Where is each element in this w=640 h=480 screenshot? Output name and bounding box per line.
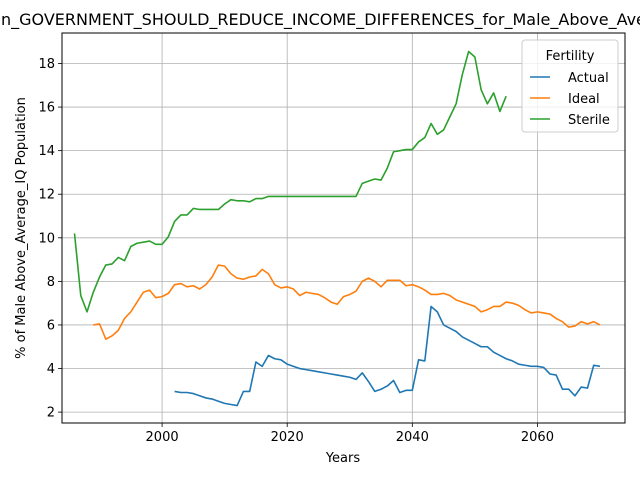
y-tick-label: 8 bbox=[47, 275, 55, 290]
plot-frame bbox=[61, 32, 626, 424]
x-tick-label: 2020 bbox=[271, 430, 304, 445]
legend-title: Fertility bbox=[546, 49, 595, 64]
y-tick-label: 4 bbox=[47, 362, 55, 377]
legend-label-actual: Actual bbox=[568, 71, 609, 86]
series-line-sterile bbox=[73, 50, 507, 313]
grid-layer bbox=[62, 33, 625, 423]
legend-label-sterile: Sterile bbox=[568, 113, 610, 128]
y-tick-label: 10 bbox=[38, 231, 55, 246]
y-tick-label: 14 bbox=[38, 144, 55, 159]
y-tick-label: 6 bbox=[47, 318, 55, 333]
legend-label-ideal: Ideal bbox=[568, 92, 600, 107]
x-tick-label: 2060 bbox=[521, 430, 554, 445]
x-axis-label: Years bbox=[325, 451, 361, 466]
x-tick-label: 2040 bbox=[396, 430, 429, 445]
series-line-actual bbox=[174, 305, 601, 407]
legend-box bbox=[521, 39, 619, 133]
y-axis-label: % of Male Above_Average_IQ Population bbox=[14, 97, 29, 359]
chart-title: S_in_GOVERNMENT_SHOULD_REDUCE_INCOME_DIF… bbox=[0, 10, 640, 30]
y-tick-label: 2 bbox=[47, 406, 55, 421]
legend: Fertility Actual Ideal Sterile bbox=[521, 39, 619, 133]
y-tick-label: 16 bbox=[38, 101, 55, 116]
series-layer bbox=[73, 50, 601, 407]
x-tick-label: 2000 bbox=[146, 430, 179, 445]
y-tick-label: 18 bbox=[38, 57, 55, 72]
y-tick-label: 12 bbox=[38, 188, 55, 203]
series-line-ideal bbox=[93, 264, 601, 340]
tick-layer: 2000 2020 2040 2060 2 4 6 8 10 12 14 16 18 bbox=[38, 57, 554, 445]
